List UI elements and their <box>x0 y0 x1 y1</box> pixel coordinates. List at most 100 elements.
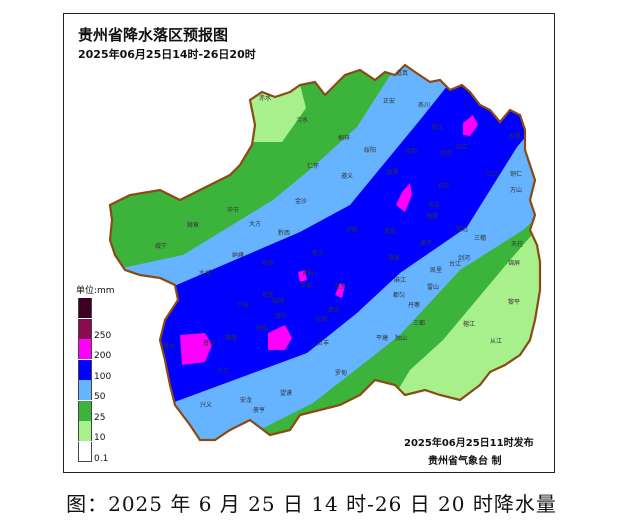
legend-swatch <box>78 421 92 441</box>
province-outline <box>108 63 542 442</box>
issue-time: 2025年06月25日11时发布 <box>404 438 534 449</box>
agency: 贵州省气象台 制 <box>428 456 502 467</box>
city-label: 凯里 <box>430 266 442 274</box>
legend-swatch <box>78 359 92 380</box>
legend-label: 250 <box>94 330 112 341</box>
band-100-200mm <box>463 115 478 136</box>
city-label: 天柱 <box>511 240 523 248</box>
city-label: 黔西 <box>278 229 290 237</box>
city-label: 余庆 <box>428 201 440 209</box>
city-label: 盘州 <box>163 342 175 350</box>
city-label: 桐梓 <box>338 134 350 142</box>
map-title: 贵州省降水落区预报图 <box>78 26 229 44</box>
city-label: 平坝 <box>300 282 312 290</box>
city-label: 镇宁 <box>275 312 287 320</box>
city-label: 仁怀 <box>307 162 319 170</box>
city-label: 施秉 <box>426 212 438 220</box>
city-label: 黄平 <box>420 239 432 247</box>
city-label: 普安 <box>203 339 215 347</box>
city-label: 松桃 <box>509 132 521 140</box>
legend-label: 50 <box>94 392 106 402</box>
legend-swatch <box>78 400 92 421</box>
city-label: 织金 <box>262 259 274 267</box>
legend-swatch <box>78 298 92 318</box>
city-label: 关岭 <box>255 324 267 332</box>
city-label: 长顺 <box>315 315 327 323</box>
band-100-200mm <box>298 270 307 282</box>
city-label: 万山 <box>510 186 522 194</box>
legend-swatch <box>78 380 92 400</box>
city-label: 铜仁 <box>510 170 522 178</box>
city-label: 石阡 <box>438 182 450 190</box>
city-label: 雷山 <box>427 283 439 291</box>
map-period: 2025年06月25日14时-26日20时 <box>78 48 256 61</box>
city-label: 修文 <box>312 249 324 257</box>
city-label: 龙里 <box>334 282 346 290</box>
city-label: 福泉 <box>388 254 400 262</box>
city-label: 贞丰 <box>317 339 329 347</box>
legend-label: 200 <box>94 351 112 361</box>
city-label: 晴隆 <box>225 334 237 342</box>
city-label: 惠水 <box>328 306 340 314</box>
city-label: 都匀 <box>393 291 405 299</box>
city-label: 水城 <box>199 269 211 277</box>
legend-unit: 单位:mm <box>76 286 115 296</box>
band-100-200mm <box>335 283 345 298</box>
city-label: 册亨 <box>253 406 265 414</box>
city-label: 正安 <box>383 97 395 105</box>
city-label: 赫章 <box>187 221 199 229</box>
city-label: 习水 <box>296 116 308 124</box>
city-label: 剑河 <box>458 254 470 262</box>
city-label: 安顺 <box>272 297 284 305</box>
city-label: 思南 <box>440 149 452 157</box>
city-label: 凤冈 <box>405 148 417 155</box>
band-50-100mm <box>150 65 540 410</box>
city-label: 大方 <box>249 220 261 228</box>
city-label: 瓮安 <box>384 227 396 235</box>
band-100-200mm <box>396 183 412 212</box>
city-label: 三都 <box>413 319 425 327</box>
legend-label: 100 <box>94 371 112 382</box>
band-100-200mm <box>268 325 292 350</box>
city-label: 纳雍 <box>232 251 244 259</box>
legend-swatch <box>78 441 92 462</box>
city-label: 榕江 <box>463 320 475 328</box>
city-label: 毕节 <box>227 206 239 214</box>
city-label: 丹寨 <box>408 301 420 309</box>
city-label: 遵义 <box>341 172 353 180</box>
band-100-200mm <box>180 333 212 365</box>
city-label: 江口 <box>486 171 498 178</box>
city-label: 锦屏 <box>508 259 520 267</box>
city-label: 从江 <box>490 338 502 345</box>
city-label: 兴仁 <box>217 367 229 375</box>
city-label: 威宁 <box>155 242 167 250</box>
city-label: 道真 <box>396 69 408 77</box>
figure-caption: 图：2025 年 6 月 25 日 14 时-26 日 20 时降水量 <box>66 492 557 516</box>
map-frame <box>63 13 555 473</box>
city-label: 六枝 <box>237 301 249 309</box>
city-label: 台江 <box>449 260 461 268</box>
band-0.1-10mm-se <box>380 200 540 420</box>
band-0.1-10mm-nw <box>248 85 306 142</box>
legend-label: 0.1 <box>94 453 109 464</box>
legend-label: 25 <box>94 412 106 423</box>
city-label: 黎平 <box>508 298 520 306</box>
legend-label: 10 <box>94 433 106 443</box>
city-label: 镇远 <box>456 225 468 233</box>
city-label: 普定 <box>262 291 274 299</box>
city-label: 印江 <box>456 144 468 151</box>
city-label: 德江 <box>431 123 443 131</box>
city-label: 望谟 <box>280 389 292 397</box>
legend-swatch <box>78 339 92 359</box>
city-label: 独山 <box>395 334 407 342</box>
city-label: 兴义 <box>200 401 212 409</box>
city-label: 三穗 <box>474 234 486 242</box>
city-label: 贵阳 <box>302 269 314 277</box>
city-label: 金沙 <box>295 197 307 205</box>
city-label: 罗甸 <box>335 369 347 377</box>
city-label: 平塘 <box>376 334 388 342</box>
city-label: 开阳 <box>346 226 358 234</box>
city-label: 赤水 <box>259 94 271 102</box>
city-label: 务川 <box>418 101 430 109</box>
